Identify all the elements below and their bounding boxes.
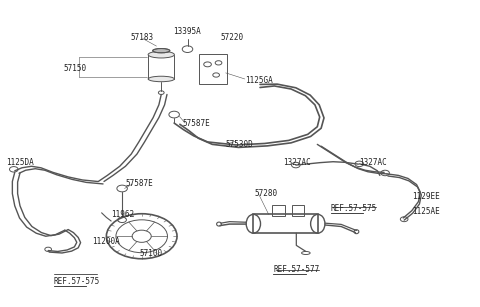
Text: 57150: 57150 bbox=[63, 64, 86, 73]
Text: 57587E: 57587E bbox=[183, 119, 211, 128]
Text: 57530D: 57530D bbox=[226, 140, 253, 149]
Text: REF.57-575: REF.57-575 bbox=[331, 204, 377, 213]
Text: 13395A: 13395A bbox=[173, 27, 201, 36]
Text: 1125DA: 1125DA bbox=[6, 158, 34, 167]
Text: REF.57-575: REF.57-575 bbox=[54, 277, 100, 286]
Text: 57587E: 57587E bbox=[125, 179, 153, 188]
Ellipse shape bbox=[148, 76, 174, 82]
Text: 1327AC: 1327AC bbox=[360, 158, 387, 167]
Text: 57220: 57220 bbox=[221, 33, 244, 42]
Text: 57100: 57100 bbox=[140, 249, 163, 258]
Text: 57183: 57183 bbox=[130, 33, 154, 42]
Text: 1327AC: 1327AC bbox=[283, 158, 311, 167]
Text: 11200A: 11200A bbox=[92, 237, 120, 246]
Bar bbox=[273, 205, 285, 216]
Text: 11962: 11962 bbox=[111, 210, 134, 219]
Bar bbox=[292, 205, 304, 216]
Text: REF.57-577: REF.57-577 bbox=[274, 265, 320, 274]
Text: 1129EE: 1129EE bbox=[412, 192, 440, 200]
Text: 57280: 57280 bbox=[254, 188, 277, 197]
Bar bbox=[253, 214, 318, 233]
Ellipse shape bbox=[153, 49, 170, 53]
Text: 1125GA: 1125GA bbox=[245, 76, 273, 85]
Bar bbox=[199, 54, 227, 84]
Text: 1125AE: 1125AE bbox=[412, 207, 440, 216]
Ellipse shape bbox=[148, 51, 174, 58]
